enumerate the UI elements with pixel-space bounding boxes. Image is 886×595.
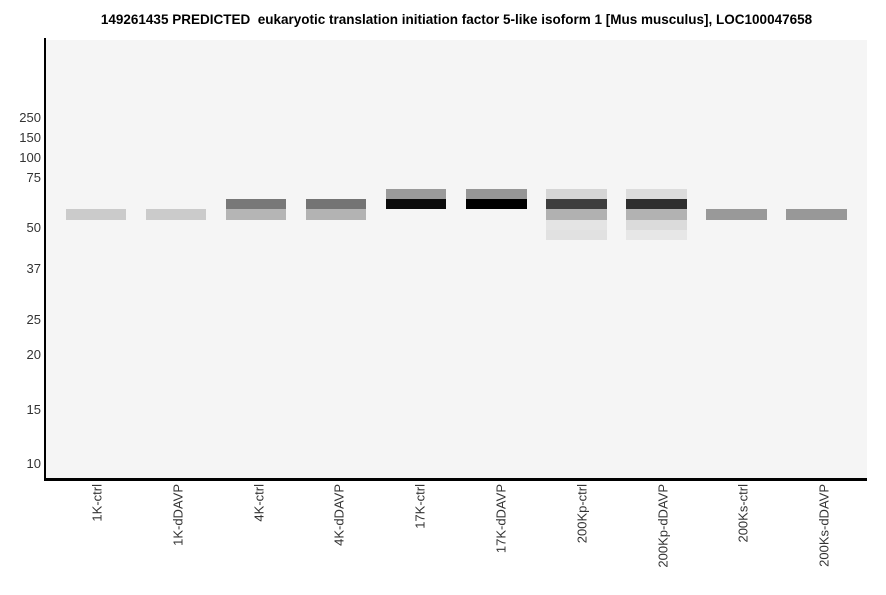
x-tick-label: 200Kp-ctrl (574, 484, 590, 544)
gel-band (786, 209, 847, 220)
x-tick-label: 200Ks-dDAVP (816, 484, 832, 567)
x-tick-label: 1K-ctrl (89, 484, 105, 522)
y-axis-line (43, 38, 46, 481)
gel-band (546, 229, 607, 241)
gel-band (66, 209, 127, 220)
gel-band (386, 198, 447, 210)
x-tick-label: 17K-ctrl (412, 484, 428, 529)
gel-band (626, 209, 687, 220)
y-tick-label: 150 (19, 130, 41, 145)
gel-band (466, 198, 527, 210)
gel-band (546, 198, 607, 210)
x-tick-label: 17K-dDAVP (493, 484, 509, 554)
gel-band (146, 209, 207, 220)
y-tick-label: 100 (19, 150, 41, 165)
plot-area (46, 40, 867, 478)
y-tick-label: 37 (26, 261, 41, 276)
gel-band (226, 198, 287, 210)
x-tick-label: 200Ks-ctrl (735, 484, 751, 543)
x-tick-label: 200Kp-dDAVP (655, 484, 671, 568)
gel-band (706, 209, 767, 220)
gel-band (386, 188, 447, 199)
gel-band (546, 219, 607, 230)
y-tick-label: 10 (26, 456, 41, 471)
gel-band (546, 188, 607, 199)
x-tick-label: 4K-ctrl (251, 484, 267, 522)
gel-band (466, 188, 527, 199)
gel-band (626, 229, 687, 241)
gel-band (226, 209, 287, 220)
gel-band (626, 198, 687, 210)
y-tick-label: 75 (26, 170, 41, 185)
y-tick-label: 25 (26, 312, 41, 327)
y-tick-label: 20 (26, 347, 41, 362)
x-tick-label: 1K-dDAVP (170, 484, 186, 546)
x-axis-line (43, 478, 867, 481)
chart-title: 149261435 PREDICTED eukaryotic translati… (100, 12, 813, 27)
y-tick-label: 15 (26, 402, 41, 417)
y-tick-label: 250 (19, 110, 41, 125)
gel-band (626, 188, 687, 199)
gel-band (306, 209, 367, 220)
gel-band (626, 219, 687, 230)
x-tick-label: 4K-dDAVP (331, 484, 347, 546)
y-tick-label: 50 (26, 220, 41, 235)
gel-band (546, 209, 607, 220)
gel-band (306, 198, 367, 210)
